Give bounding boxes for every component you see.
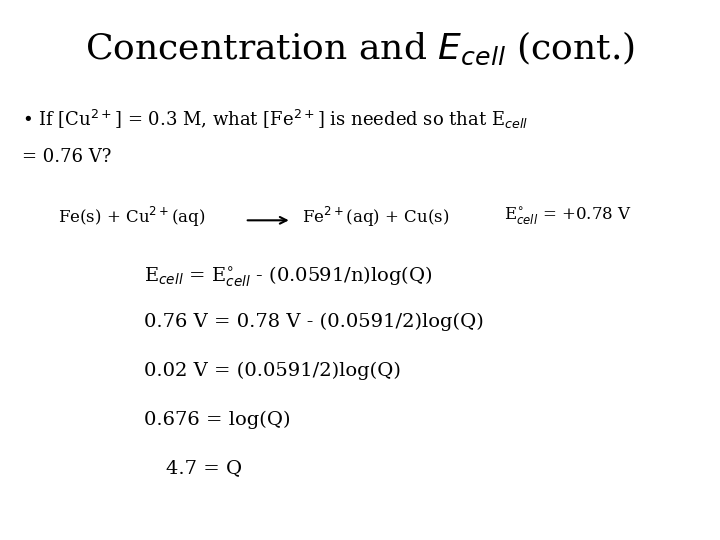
Text: 4.7 = Q: 4.7 = Q [166, 459, 242, 477]
Text: 0.02 V = (0.0591/2)log(Q): 0.02 V = (0.0591/2)log(Q) [144, 362, 401, 380]
Text: Concentration and $\mathit{E}_{cell}$ (cont.): Concentration and $\mathit{E}_{cell}$ (c… [85, 30, 635, 67]
Text: • If [Cu$^{2+}$] = 0.3 M, what [Fe$^{2+}$] is needed so that E$_{cell}$: • If [Cu$^{2+}$] = 0.3 M, what [Fe$^{2+}… [22, 108, 528, 131]
Text: 0.676 = log(Q): 0.676 = log(Q) [144, 410, 290, 429]
Text: E$_{cell}$ = E$^{\circ}_{cell}$ - (0.0591/n)log(Q): E$_{cell}$ = E$^{\circ}_{cell}$ - (0.059… [144, 265, 433, 289]
Text: Fe$^{2+}$(aq) + Cu(s): Fe$^{2+}$(aq) + Cu(s) [302, 205, 450, 229]
Text: = 0.76 V?: = 0.76 V? [22, 148, 111, 166]
Text: 0.76 V = 0.78 V - (0.0591/2)log(Q): 0.76 V = 0.78 V - (0.0591/2)log(Q) [144, 313, 484, 332]
Text: Fe(s) + Cu$^{2+}$(aq): Fe(s) + Cu$^{2+}$(aq) [58, 205, 205, 229]
Text: E$^{\circ}_{cell}$ = +0.78 V: E$^{\circ}_{cell}$ = +0.78 V [504, 205, 632, 227]
